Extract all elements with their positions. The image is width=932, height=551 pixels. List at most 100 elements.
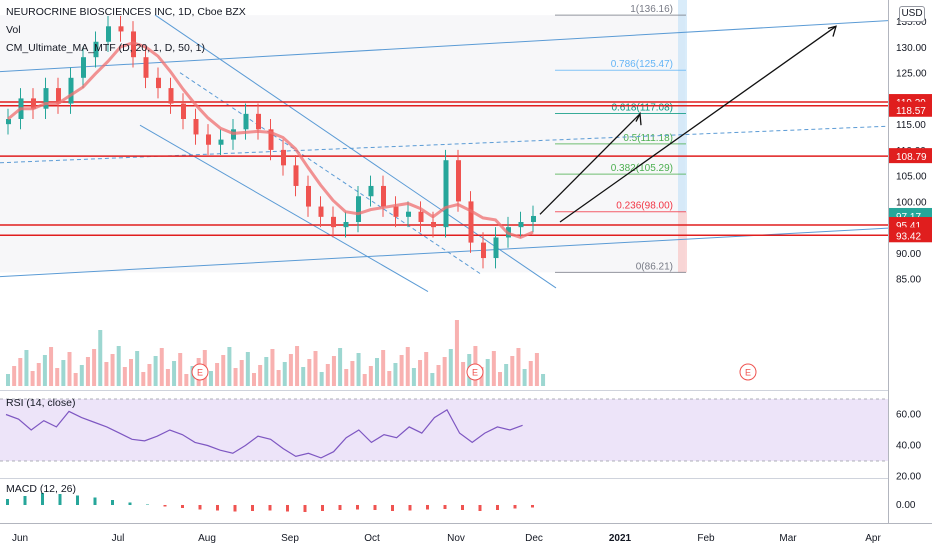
volume-bar xyxy=(55,368,60,386)
price-pane[interactable]: 1(136.16) 0.786(125.47) 0.618(117.08) 0.5(1… xyxy=(0,0,888,388)
time-axis[interactable]: Jun Jul Aug Sep Oct Nov Dec 2021 Feb Mar Apr xyxy=(0,523,932,551)
candle-body xyxy=(106,26,111,42)
fib-level-label: 0(86.21) xyxy=(636,261,673,272)
macd-histogram-bar xyxy=(461,505,464,510)
rsi-line xyxy=(5,409,523,459)
volume-bar xyxy=(270,349,275,386)
macd-histogram-bar xyxy=(443,505,447,509)
volume-bar xyxy=(448,349,453,386)
candle-body xyxy=(256,113,261,130)
price-tag-label: 95.41 xyxy=(896,221,921,232)
candle-body xyxy=(468,201,474,243)
candle-body xyxy=(143,57,149,78)
time-tick-label: Jun xyxy=(12,533,28,544)
price-tick-label: 85.00 xyxy=(896,275,921,286)
volume-bar xyxy=(67,352,72,386)
volume-bar xyxy=(295,346,300,386)
volume-bar xyxy=(331,356,336,386)
volume-bar xyxy=(85,357,90,386)
volume-bar xyxy=(36,363,41,386)
macd-histogram-bar xyxy=(128,502,132,505)
macd-legend[interactable]: MACD (12, 26) xyxy=(6,483,77,495)
moving-average-line xyxy=(7,41,534,240)
candle-body xyxy=(6,119,11,125)
volume-bar xyxy=(405,347,410,386)
rsi-legend[interactable]: RSI (14, close) xyxy=(6,397,76,409)
macd-chart[interactable] xyxy=(0,479,888,524)
volume-bar xyxy=(375,358,379,386)
macd-pane[interactable]: MACD (12, 26) xyxy=(0,478,888,524)
volume-bar xyxy=(491,351,496,386)
candle-body xyxy=(93,41,99,58)
volume-bar xyxy=(73,373,78,386)
macd-histogram-bar xyxy=(58,494,62,505)
volume-bar xyxy=(399,355,404,386)
macd-histogram-bar xyxy=(111,500,114,505)
volume-bar xyxy=(393,363,398,386)
time-tick-label: Sep xyxy=(281,533,299,544)
volume-bar xyxy=(42,355,47,386)
candle-body xyxy=(193,119,199,135)
price-tick-label: 135.00 xyxy=(896,17,927,28)
macd-histogram-bar xyxy=(338,505,342,510)
macd-histogram-bar xyxy=(268,505,272,511)
rsi-chart[interactable] xyxy=(0,391,888,477)
time-tick-label: Oct xyxy=(364,533,380,544)
volume-bar xyxy=(61,360,66,386)
earnings-marker-label: E xyxy=(472,368,478,378)
macd-histogram-bar xyxy=(286,505,289,512)
projection-arrow-2 xyxy=(559,25,837,223)
earnings-marker xyxy=(466,363,484,381)
down-channel-upper xyxy=(154,14,557,289)
volume-bar xyxy=(49,347,54,386)
macd-histogram-bar xyxy=(426,505,429,510)
rsi-tick-label: 20.00 xyxy=(896,472,921,483)
currency-button[interactable]: USD xyxy=(899,6,925,22)
price-tag xyxy=(889,227,932,243)
volume-bar xyxy=(498,372,502,386)
volume-bar xyxy=(282,362,287,386)
volume-bar xyxy=(245,352,250,386)
volume-bar xyxy=(461,362,466,386)
candle-body xyxy=(56,88,61,104)
price-axis[interactable]: 135.00130.00125.00120.00115.00110.00105.… xyxy=(888,0,932,523)
candle-body xyxy=(181,103,186,119)
macd-histogram-bar xyxy=(216,505,219,511)
time-tick-label: Mar xyxy=(779,533,797,544)
volume-bar xyxy=(159,348,164,386)
macd-histogram-bar xyxy=(233,505,237,512)
macd-histogram-bar xyxy=(391,505,394,511)
candle-body xyxy=(293,165,299,186)
macd-tick-label: 0.00 xyxy=(896,500,916,511)
volume-legend[interactable]: Vol xyxy=(6,24,21,36)
fib-level-label: 0.382(105.29) xyxy=(611,163,673,174)
volume-bar xyxy=(418,360,423,386)
earnings-marker xyxy=(191,363,209,381)
candle-body xyxy=(318,206,324,217)
macd-histogram-bar xyxy=(251,505,254,511)
price-tick-label: 125.00 xyxy=(896,69,927,80)
volume-bar xyxy=(172,361,177,386)
macd-histogram-bar xyxy=(163,505,167,507)
candle-body xyxy=(243,113,249,130)
lower-trend-line xyxy=(0,227,888,278)
ma-legend[interactable]: CM_Ultimate_MA_MTF (D, 20, 1, D, 50, 1) xyxy=(6,42,205,54)
volume-bar xyxy=(411,368,416,386)
rsi-pane[interactable]: RSI (14, close) xyxy=(0,390,888,477)
volume-bar xyxy=(510,356,515,386)
volume-bar xyxy=(516,348,521,386)
candle-body xyxy=(168,88,174,104)
volume-bar xyxy=(104,362,109,386)
volume-bar xyxy=(325,364,330,386)
candle-body xyxy=(368,185,374,197)
earnings-marker xyxy=(739,363,757,381)
volume-bar xyxy=(368,366,373,386)
rsi-tick-label: 60.00 xyxy=(896,410,921,421)
volume-bar xyxy=(252,373,256,386)
candle-body xyxy=(493,237,499,259)
volume-bar xyxy=(301,367,306,386)
macd-histogram-bar xyxy=(513,505,517,509)
candle-body xyxy=(531,215,536,222)
projection-bar-red xyxy=(678,211,687,273)
price-chart[interactable]: 1(136.16) 0.786(125.47) 0.618(117.08) 0.5(1… xyxy=(0,0,888,388)
